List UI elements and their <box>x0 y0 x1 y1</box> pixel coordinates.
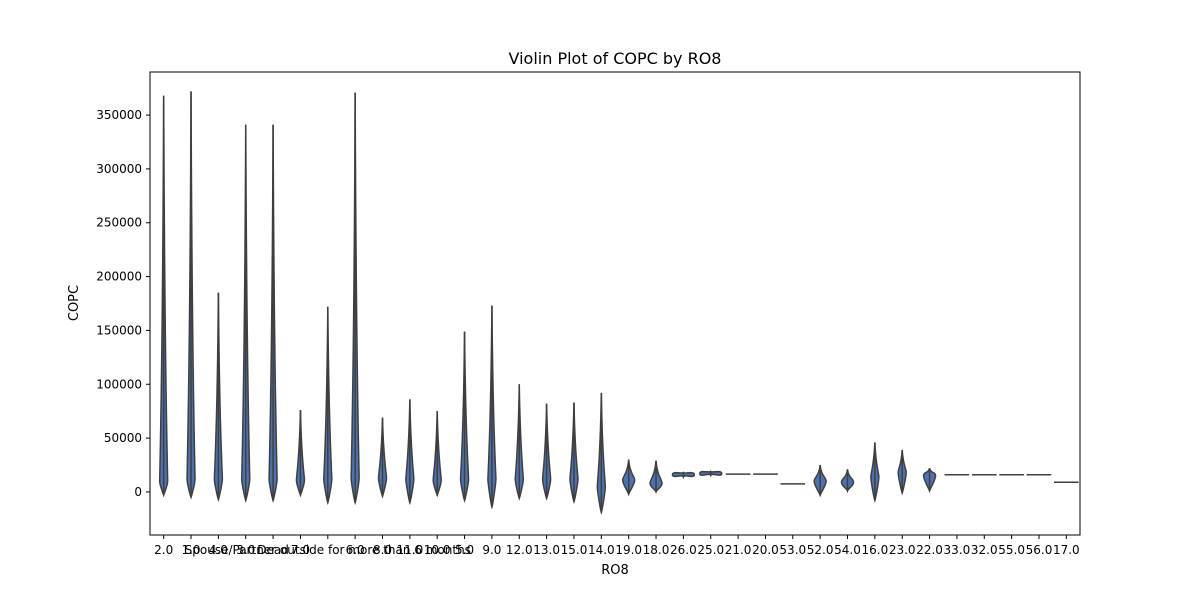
x-tick-label: 55.0 <box>998 543 1025 557</box>
y-tick-label: 100000 <box>96 377 142 391</box>
x-tick-label: 26.0 <box>670 543 697 557</box>
x-tick-label: 56.0 <box>1026 543 1053 557</box>
x-tick-label: 10.0 <box>424 543 451 557</box>
x-tick-label: 14.0 <box>588 543 615 557</box>
y-tick-label: 0 <box>134 485 142 499</box>
x-tick-label: 53.0 <box>779 543 806 557</box>
y-tick-label: 50000 <box>104 431 142 445</box>
x-tick-label: Dead <box>257 543 289 557</box>
x-tick-label: 3.0 <box>236 543 255 557</box>
x-tick-label: 23.0 <box>889 543 916 557</box>
y-tick-label: 250000 <box>96 216 142 230</box>
x-tick-label: 15.0 <box>561 543 588 557</box>
y-tick-label: 150000 <box>96 323 142 337</box>
x-tick-label: 52.0 <box>807 543 834 557</box>
plot-area: 0 50000 100000 150000 200000 250000 300000 3500… <box>96 71 1081 557</box>
y-tick-label: 350000 <box>96 108 142 122</box>
y-tick-label: 300000 <box>96 162 142 176</box>
x-tick-label: 8.0 <box>373 543 392 557</box>
x-tick-label: 5.0 <box>455 543 474 557</box>
chart-title: Violin Plot of COPC by RO8 <box>509 49 722 68</box>
x-tick-label: 13.0 <box>533 543 560 557</box>
x-tick-label: 32.0 <box>971 543 998 557</box>
x-axis-label: RO8 <box>601 563 629 578</box>
x-tick-label: 16.0 <box>861 543 888 557</box>
x-tick-label: 6.0 <box>346 543 365 557</box>
x-tick-label: 21.0 <box>725 543 752 557</box>
x-tick-label: 2.0 <box>154 543 173 557</box>
x-tick-label: 9.0 <box>482 543 501 557</box>
x-tick-label: 33.0 <box>944 543 971 557</box>
y-axis-label: COPC <box>67 285 82 321</box>
x-tick-label: 19.0 <box>615 543 642 557</box>
x-tick-label: 18.0 <box>643 543 670 557</box>
x-tick-label: Spouse/Partner outside for more than 6 m… <box>185 543 471 557</box>
x-tick-label: 54.0 <box>834 543 861 557</box>
x-tick-label: 25.0 <box>697 543 724 557</box>
x-tick-label: 17.0 <box>1053 543 1080 557</box>
x-tick-label: 11.0 <box>396 543 423 557</box>
x-tick-label: 1.0 <box>181 543 200 557</box>
plot-frame <box>149 71 1081 536</box>
x-tick-label: 22.0 <box>916 543 943 557</box>
x-tick-label: 12.0 <box>506 543 533 557</box>
x-tick-label: 4.0 <box>209 543 228 557</box>
x-tick-label: 7.0 <box>291 543 310 557</box>
x-tick-label: 20.0 <box>752 543 779 557</box>
y-tick-label: 200000 <box>96 270 142 284</box>
